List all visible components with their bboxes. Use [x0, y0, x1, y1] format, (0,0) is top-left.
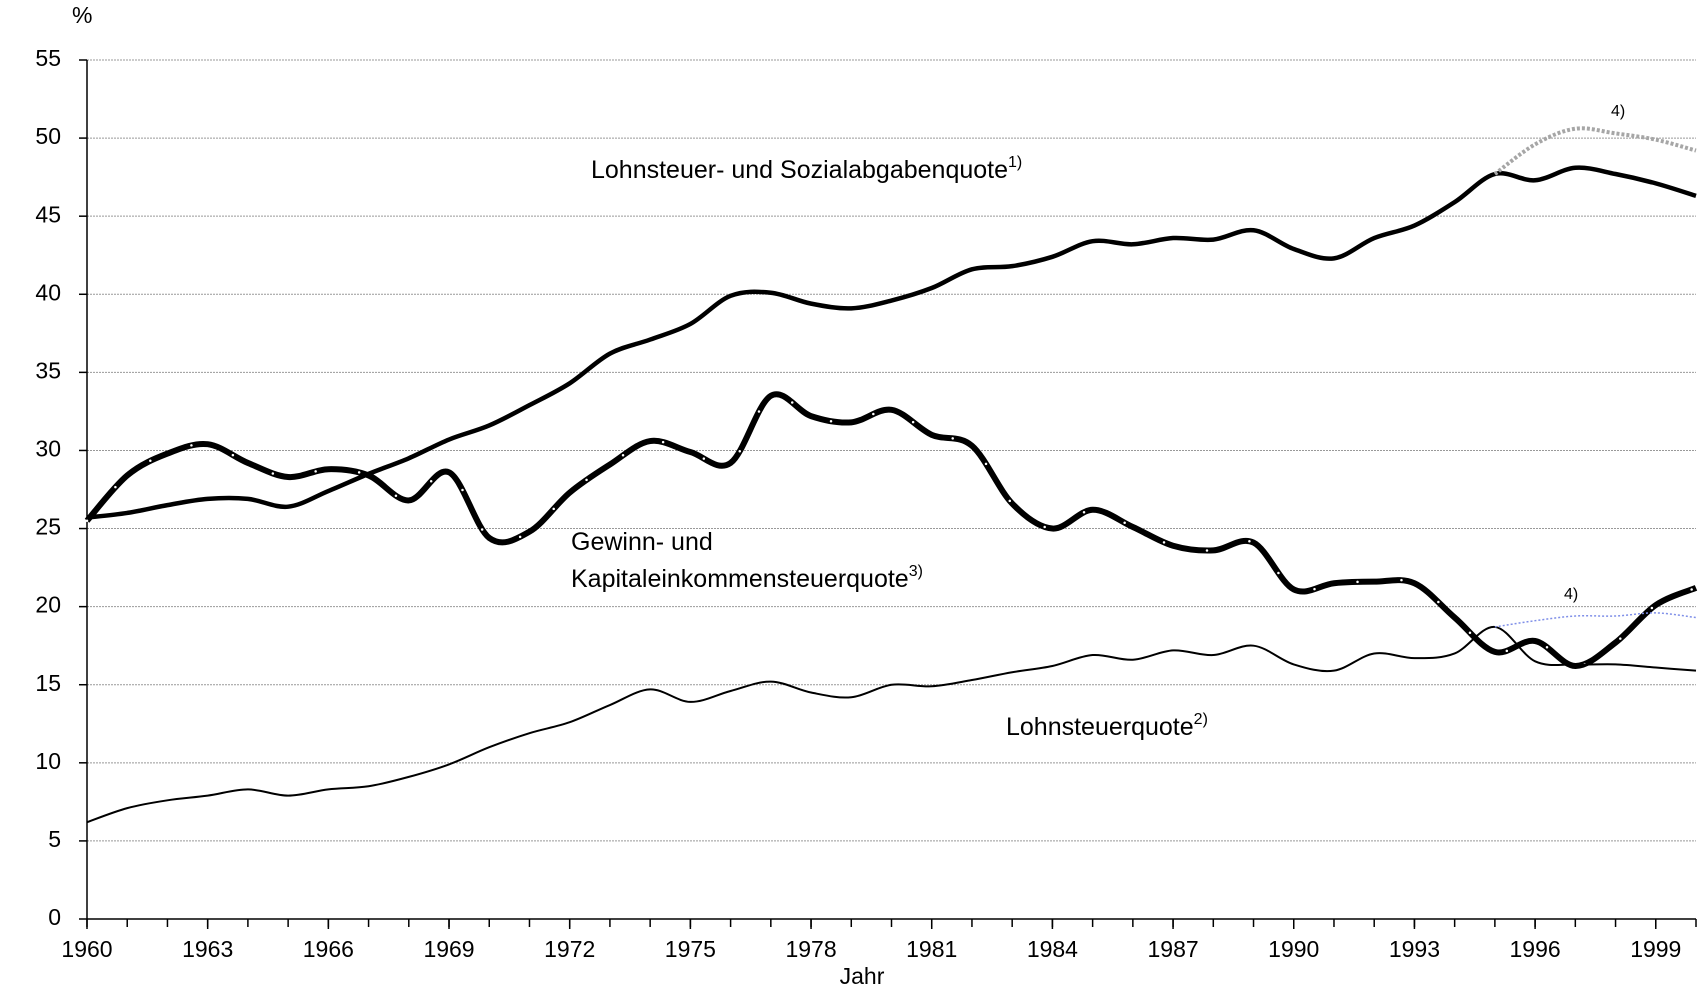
x-tick-label: 1963 — [182, 936, 233, 962]
annotation: Lohnsteuerquote2) — [1006, 711, 1208, 740]
x-tick-label: 1975 — [665, 936, 716, 962]
y-tick-label: 40 — [35, 279, 61, 305]
x-tick-label: 1966 — [303, 936, 354, 962]
annotation: 4) — [1564, 586, 1578, 603]
x-tick-label: 1996 — [1510, 936, 1561, 962]
annotation-line: 4) — [1611, 103, 1625, 120]
annotation-line: 4) — [1564, 586, 1578, 603]
x-tick-label: 1978 — [785, 936, 836, 962]
annotation-line: Lohnsteuerquote — [1006, 713, 1194, 741]
annotation-line: Lohnsteuer- und Sozialabgabenquote — [591, 156, 1008, 184]
x-tick-label: 1999 — [1630, 936, 1681, 962]
y-tick-label: 5 — [48, 826, 61, 852]
y-tick-label: 20 — [35, 592, 61, 618]
annotation: Lohnsteuer- und Sozialabgabenquote1) — [591, 154, 1022, 183]
x-tick-label: 1972 — [544, 936, 595, 962]
x-tick-label: 1990 — [1268, 936, 1319, 962]
y-tick-label: 25 — [35, 514, 61, 540]
y-tick-label: 0 — [48, 904, 61, 930]
y-tick-label: 55 — [35, 45, 61, 71]
y-tick-label: 30 — [35, 436, 61, 462]
annotation-note: 2) — [1194, 711, 1208, 728]
y-tick-label: 10 — [35, 748, 61, 774]
series-line — [84, 391, 1698, 669]
series-line — [1494, 612, 1697, 628]
y-tick-label: 35 — [35, 357, 61, 383]
y-tick-label: 50 — [35, 123, 61, 149]
series-line — [86, 165, 1697, 520]
x-tick-label: 1987 — [1147, 936, 1198, 962]
y-tick-label: 45 — [35, 201, 61, 227]
x-tick-label: 1993 — [1389, 936, 1440, 962]
annotation: 4) — [1611, 103, 1625, 120]
annotation-line: Gewinn- und — [571, 528, 713, 556]
annotation: Gewinn- und Kapitaleinkommensteuerquote3) — [571, 528, 923, 593]
annotation-note: 1) — [1008, 154, 1022, 171]
y-unit: % — [72, 2, 92, 28]
y-tick-label: 15 — [35, 670, 61, 696]
x-tick-label: 1969 — [423, 936, 474, 962]
annotation-line: Kapitaleinkommensteuerquote — [571, 565, 909, 593]
series-line — [1493, 126, 1697, 176]
x-tick-label: 1981 — [906, 936, 957, 962]
series-dots — [85, 393, 1698, 668]
x-tick-label: 1960 — [61, 936, 112, 962]
x-tick-label: 1984 — [1027, 936, 1078, 962]
series-line — [86, 625, 1697, 824]
annotation-note: 3) — [909, 563, 923, 580]
x-axis-label: Jahr — [840, 963, 885, 989]
